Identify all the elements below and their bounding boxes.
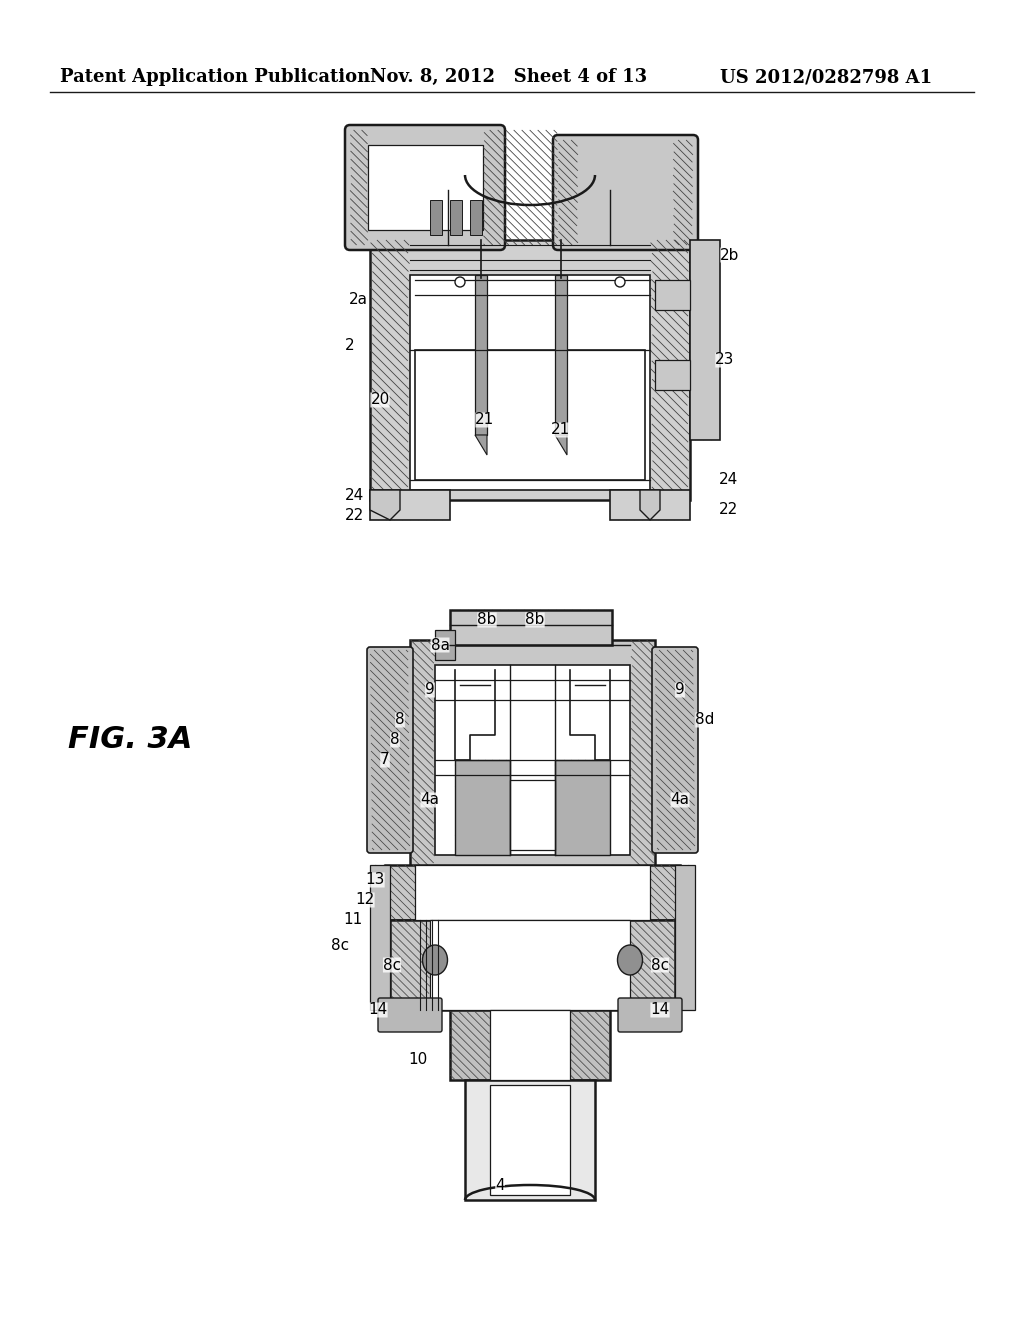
Text: 9: 9 xyxy=(675,682,685,697)
Text: 4a: 4a xyxy=(671,792,689,808)
Ellipse shape xyxy=(423,945,447,975)
Text: 20: 20 xyxy=(371,392,389,408)
Text: Patent Application Publication: Patent Application Publication xyxy=(60,69,371,86)
Bar xyxy=(675,865,695,1010)
Text: 8: 8 xyxy=(390,733,399,747)
Polygon shape xyxy=(640,490,660,520)
Polygon shape xyxy=(370,490,400,520)
Bar xyxy=(415,350,645,480)
Text: 4a: 4a xyxy=(421,792,439,808)
Text: 14: 14 xyxy=(369,1002,388,1018)
Text: 2a: 2a xyxy=(348,293,368,308)
Text: 24: 24 xyxy=(345,487,365,503)
Text: 8c: 8c xyxy=(383,957,401,973)
Circle shape xyxy=(455,277,465,286)
FancyBboxPatch shape xyxy=(618,998,682,1032)
Polygon shape xyxy=(555,436,567,455)
FancyBboxPatch shape xyxy=(385,865,680,920)
Bar xyxy=(655,280,690,310)
Bar xyxy=(490,1085,570,1195)
FancyBboxPatch shape xyxy=(345,125,505,249)
FancyBboxPatch shape xyxy=(367,647,413,853)
Bar xyxy=(655,360,690,389)
FancyBboxPatch shape xyxy=(410,275,650,490)
Bar xyxy=(450,201,462,235)
Text: 13: 13 xyxy=(366,873,385,887)
Text: 8: 8 xyxy=(395,713,404,727)
Text: 22: 22 xyxy=(719,503,737,517)
FancyBboxPatch shape xyxy=(390,920,675,1010)
Text: Nov. 8, 2012   Sheet 4 of 13: Nov. 8, 2012 Sheet 4 of 13 xyxy=(370,69,647,86)
FancyBboxPatch shape xyxy=(435,665,630,855)
Text: US 2012/0282798 A1: US 2012/0282798 A1 xyxy=(720,69,932,86)
Ellipse shape xyxy=(617,945,642,975)
FancyBboxPatch shape xyxy=(410,640,655,870)
Bar xyxy=(475,275,487,436)
Bar xyxy=(435,630,455,660)
Bar xyxy=(430,201,442,235)
Text: 4: 4 xyxy=(496,1177,505,1192)
Text: 7: 7 xyxy=(380,752,390,767)
Text: 8c: 8c xyxy=(651,957,669,973)
Bar xyxy=(490,1010,570,1080)
FancyBboxPatch shape xyxy=(368,145,483,230)
Text: 12: 12 xyxy=(355,892,375,908)
Text: 10: 10 xyxy=(409,1052,428,1068)
Text: 8d: 8d xyxy=(695,713,715,727)
Text: 23: 23 xyxy=(716,352,734,367)
Polygon shape xyxy=(475,436,487,455)
FancyBboxPatch shape xyxy=(465,1080,595,1200)
Bar xyxy=(555,275,567,436)
Text: 24: 24 xyxy=(719,473,737,487)
Text: 8a: 8a xyxy=(430,638,450,652)
Text: 8b: 8b xyxy=(477,612,497,627)
Text: FIG. 3A: FIG. 3A xyxy=(68,726,193,755)
Text: 8c: 8c xyxy=(331,937,349,953)
Bar xyxy=(455,760,510,855)
Text: 2b: 2b xyxy=(720,248,739,263)
Bar xyxy=(415,865,650,920)
Bar xyxy=(470,201,482,235)
Text: 21: 21 xyxy=(551,422,570,437)
Circle shape xyxy=(615,277,625,286)
Bar xyxy=(370,490,450,520)
FancyBboxPatch shape xyxy=(450,610,612,645)
Text: 9: 9 xyxy=(425,682,435,697)
Bar xyxy=(690,240,720,440)
Text: 14: 14 xyxy=(650,1002,670,1018)
Text: 22: 22 xyxy=(345,507,365,523)
FancyBboxPatch shape xyxy=(652,647,698,853)
FancyBboxPatch shape xyxy=(450,1010,610,1080)
Bar xyxy=(370,865,390,1010)
FancyBboxPatch shape xyxy=(378,998,442,1032)
FancyBboxPatch shape xyxy=(370,240,690,500)
Text: 11: 11 xyxy=(343,912,362,928)
Bar xyxy=(510,780,555,850)
Bar xyxy=(610,490,690,520)
Text: 2: 2 xyxy=(345,338,354,352)
FancyBboxPatch shape xyxy=(553,135,698,249)
Text: 8b: 8b xyxy=(525,612,545,627)
Bar xyxy=(430,920,630,1010)
Bar xyxy=(555,760,610,855)
Text: 21: 21 xyxy=(475,412,495,428)
